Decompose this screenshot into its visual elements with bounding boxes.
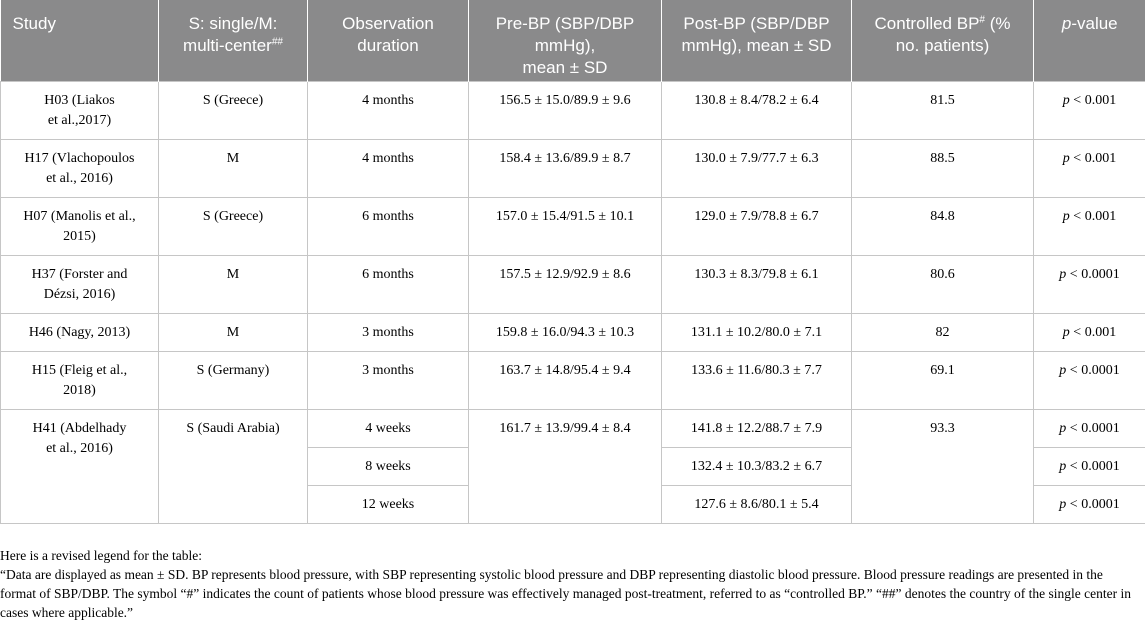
cell-pre-bp: 157.5 ± 12.9/92.9 ± 8.6 — [468, 254, 662, 314]
cell-post-bp: 132.4 ± 10.3/83.2 ± 6.7 — [661, 446, 852, 486]
cell-post-bp: 127.6 ± 8.6/80.1 ± 5.4 — [661, 484, 852, 524]
cell-p-value: p < 0.001 — [1033, 138, 1145, 198]
cell-center: M — [158, 312, 308, 352]
table-row: 12 weeks 127.6 ± 8.6/80.1 ± 5.4 p < 0.00… — [1, 484, 1145, 524]
cell-duration: 6 months — [307, 254, 469, 314]
cell-controlled: 82 — [851, 312, 1034, 352]
cell-controlled: 69.1 — [851, 350, 1034, 410]
cell-center: S (Greece) — [158, 196, 308, 256]
cell-study: H46 (Nagy, 2013) — [0, 312, 159, 352]
legend-text: “Data are displayed as mean ± SD. BP rep… — [0, 567, 1131, 620]
cell-p-value: p < 0.0001 — [1033, 350, 1145, 410]
cell-center: S (Saudi Arabia) — [158, 408, 308, 524]
cell-post-bp: 130.3 ± 8.3/79.8 ± 6.1 — [661, 254, 852, 314]
header-pre-bp: Pre-BP (SBP/DBP mmHg), mean ± SD — [468, 0, 662, 81]
cell-post-bp: 131.1 ± 10.2/80.0 ± 7.1 — [661, 312, 852, 352]
table-legend: Here is a revised legend for the table: … — [0, 546, 1141, 622]
table-row: H15 (Fleig et al., 2018) S (Germany) 3 mo… — [0, 350, 1145, 410]
header-post-bp: Post-BP (SBP/DBP mmHg), mean ± SD — [661, 0, 852, 81]
cell-post-bp: 129.0 ± 7.9/78.8 ± 6.7 — [661, 196, 852, 256]
cell-duration: 3 months — [307, 350, 469, 410]
cell-study: H17 (Vlachopoulos et al., 2016) — [0, 138, 159, 198]
cell-controlled: 80.6 — [851, 254, 1034, 314]
header-study: Study — [0, 0, 159, 81]
header-controlled-bp: Controlled BP# (% no. patients) — [851, 0, 1034, 81]
cell-p-value: p < 0.001 — [1033, 196, 1145, 256]
header-duration: Observation duration — [307, 0, 469, 81]
table-row: H07 (Manolis et al., 2015) S (Greece) 6 m… — [0, 196, 1145, 256]
cell-post-bp: 141.8 ± 12.2/88.7 ± 7.9 — [661, 408, 852, 448]
cell-duration: 12 weeks — [307, 484, 469, 524]
cell-duration: 4 months — [307, 80, 469, 140]
cell-controlled: 84.8 — [851, 196, 1034, 256]
cell-study: H37 (Forster and Dézsi, 2016) — [0, 254, 159, 314]
cell-study: H03 (Liakos et al.,2017) — [0, 80, 159, 140]
cell-center: M — [158, 138, 308, 198]
table-row: H17 (Vlachopoulos et al., 2016) M 4 month… — [0, 138, 1145, 198]
cell-p-value: p < 0.001 — [1033, 80, 1145, 140]
header-row: Study S: single/M: multi-center## Observa… — [0, 0, 1145, 81]
cell-study: H41 (Abdelhady et al., 2016) — [0, 408, 159, 524]
legend-intro: Here is a revised legend for the table: — [0, 548, 203, 563]
cell-study: H07 (Manolis et al., 2015) — [0, 196, 159, 256]
cell-post-bp: 130.0 ± 7.9/77.7 ± 6.3 — [661, 138, 852, 198]
cell-duration: 6 months — [307, 196, 469, 256]
table-row: H41 (Abdelhady et al., 2016) S (Saudi Ara… — [0, 408, 1145, 524]
cell-study: H15 (Fleig et al., 2018) — [0, 350, 159, 410]
cell-controlled: 88.5 — [851, 138, 1034, 198]
cell-p-value: p < 0.0001 — [1033, 408, 1145, 448]
cell-p-value: p < 0.0001 — [1033, 254, 1145, 314]
cell-center: S (Greece) — [158, 80, 308, 140]
bp-results-table: Study S: single/M: multi-center## Observa… — [0, 0, 1145, 524]
cell-duration: 8 weeks — [307, 446, 469, 486]
table-row: H03 (Liakos et al.,2017) S (Greece) 4 mon… — [0, 80, 1145, 140]
cell-controlled: 81.5 — [851, 80, 1034, 140]
cell-post-bp: 133.6 ± 11.6/80.3 ± 7.7 — [661, 350, 852, 410]
cell-pre-bp: 163.7 ± 14.8/95.4 ± 9.4 — [468, 350, 662, 410]
table-row: H37 (Forster and Dézsi, 2016) M 6 months … — [0, 254, 1145, 314]
cell-controlled: 93.3 — [851, 408, 1034, 524]
cell-pre-bp: 161.7 ± 13.9/99.4 ± 8.4 — [468, 408, 662, 524]
cell-pre-bp: 157.0 ± 15.4/91.5 ± 10.1 — [468, 196, 662, 256]
cell-duration: 4 weeks — [307, 408, 469, 448]
cell-pre-bp: 156.5 ± 15.0/89.9 ± 9.6 — [468, 80, 662, 140]
cell-p-value: p < 0.0001 — [1033, 484, 1145, 524]
cell-duration: 3 months — [307, 312, 469, 352]
cell-center: S (Germany) — [158, 350, 308, 410]
header-center: S: single/M: multi-center## — [158, 0, 308, 81]
cell-pre-bp: 159.8 ± 16.0/94.3 ± 10.3 — [468, 312, 662, 352]
cell-post-bp: 130.8 ± 8.4/78.2 ± 6.4 — [661, 80, 852, 140]
cell-p-value: p < 0.001 — [1033, 312, 1145, 352]
cell-pre-bp: 158.4 ± 13.6/89.9 ± 8.7 — [468, 138, 662, 198]
header-p-value: p-value — [1033, 0, 1145, 81]
cell-p-value: p < 0.0001 — [1033, 446, 1145, 486]
table-row: H46 (Nagy, 2013) M 3 months 159.8 ± 16.0… — [0, 312, 1145, 352]
cell-duration: 4 months — [307, 138, 469, 198]
cell-center: M — [158, 254, 308, 314]
